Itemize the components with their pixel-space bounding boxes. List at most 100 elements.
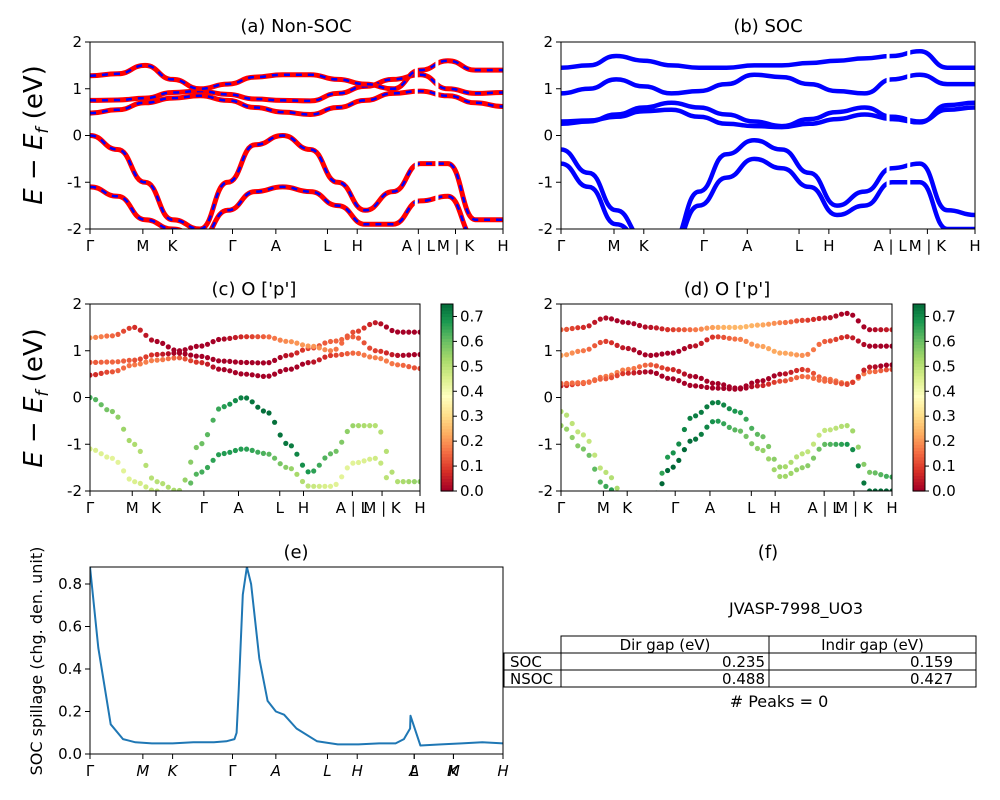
projection-point	[732, 427, 738, 433]
colorbar-segment	[441, 385, 453, 389]
x-tick-label: H	[770, 499, 781, 517]
projection-point	[132, 362, 138, 368]
projection-point	[867, 488, 873, 491]
x-tick-label: L	[323, 762, 331, 780]
path-discontinuity	[907, 43, 911, 228]
y-tick-label: 0.8	[58, 575, 82, 593]
projection-point	[294, 340, 300, 346]
projection-point	[743, 416, 749, 422]
projection-point	[872, 470, 878, 476]
projection-point	[166, 494, 171, 499]
colorbar-segment	[913, 316, 925, 321]
panel-c-plot-area	[90, 320, 420, 499]
colorbar-segment	[441, 403, 453, 408]
projection-point	[417, 351, 420, 358]
path-discontinuity	[435, 43, 439, 228]
table-cell-dir-gap: 0.235	[722, 653, 765, 671]
projection-point	[805, 374, 811, 380]
projection-point	[603, 469, 609, 475]
projection-point	[698, 431, 704, 437]
projection-point	[816, 341, 822, 347]
projection-point	[631, 365, 637, 372]
projection-point	[777, 378, 783, 384]
projection-point	[603, 376, 609, 382]
colorbar-segment	[913, 416, 925, 420]
y-tick-label: 1	[72, 342, 82, 360]
projection-point	[698, 326, 704, 332]
x-tick-label: L	[276, 499, 285, 517]
colorbar-segment	[913, 307, 925, 311]
projection-point	[266, 360, 272, 366]
x-tick-label: Γ	[700, 237, 709, 255]
soc-band-line	[561, 100, 975, 130]
y-tick-label: 0	[543, 127, 553, 145]
projection-point	[132, 357, 138, 363]
projection-point	[704, 384, 710, 390]
projection-point	[115, 331, 121, 337]
projection-point	[726, 324, 732, 330]
projection-point	[232, 398, 238, 404]
projection-point	[749, 384, 755, 390]
material-id: JVASP-7998_UO3	[728, 599, 863, 619]
projection-point	[378, 356, 384, 362]
projection-point	[838, 441, 845, 447]
projection-point	[411, 479, 417, 485]
colorbar-segment	[913, 356, 925, 361]
projection-point	[883, 473, 890, 479]
projection-point	[704, 424, 710, 430]
panel-a-title: (a) Non-SOC	[240, 16, 351, 37]
y-tick-label: -1	[538, 173, 553, 191]
projection-point	[883, 367, 890, 373]
projection-point	[294, 471, 300, 477]
colorbar-tick-label: 0.2	[932, 432, 956, 450]
projection-point	[350, 334, 356, 340]
colorbar-segment	[441, 347, 453, 352]
projection-point	[283, 353, 289, 359]
projection-point	[305, 360, 311, 366]
projection-point	[850, 312, 856, 318]
projection-point	[659, 326, 665, 332]
colorbar-segment	[441, 484, 453, 489]
projection-point	[805, 463, 811, 469]
panel-b-y-ticks: -2 -1 0 1 2	[538, 33, 561, 238]
projection-point	[603, 338, 609, 344]
projection-point	[850, 379, 856, 385]
colorbar-segment	[913, 388, 925, 392]
projection-point	[389, 361, 395, 367]
x-tick-label: L	[323, 237, 332, 255]
projection-point	[737, 428, 744, 434]
projection-point	[788, 376, 794, 382]
projection-point	[109, 408, 115, 415]
projection-point	[188, 358, 194, 364]
panel-a-plot-area	[90, 43, 503, 229]
colorbar-tick-label: 0.5	[460, 357, 484, 375]
panel-d-title: (d) O ['p']	[684, 279, 770, 300]
projection-point	[400, 329, 406, 335]
projection-point	[316, 483, 322, 489]
soc-band-dashed-line	[90, 89, 503, 116]
spillage-y-axis-label: SOC spillage (chg. den. unit)	[27, 547, 46, 776]
projection-point	[642, 352, 648, 358]
projection-point	[833, 380, 839, 386]
projection-point	[665, 350, 671, 356]
projection-point	[737, 336, 744, 342]
colorbar-segment	[913, 363, 925, 367]
projection-point	[372, 355, 378, 361]
x-tick-label: H	[886, 499, 897, 517]
projection-point	[260, 334, 266, 340]
projection-point	[182, 477, 188, 483]
projection-point	[838, 311, 845, 317]
colorbar-segment	[913, 453, 925, 458]
projection-point	[799, 352, 805, 358]
x-tick-label: A	[408, 762, 419, 780]
projection-point	[327, 352, 334, 359]
projection-point	[288, 443, 294, 449]
colorbar-segment	[441, 478, 453, 483]
projection-point	[288, 466, 294, 472]
projection-point	[580, 446, 587, 452]
soc-band-line	[561, 137, 975, 229]
projection-point	[586, 346, 592, 352]
projection-point	[855, 318, 861, 324]
projection-point	[872, 343, 878, 349]
